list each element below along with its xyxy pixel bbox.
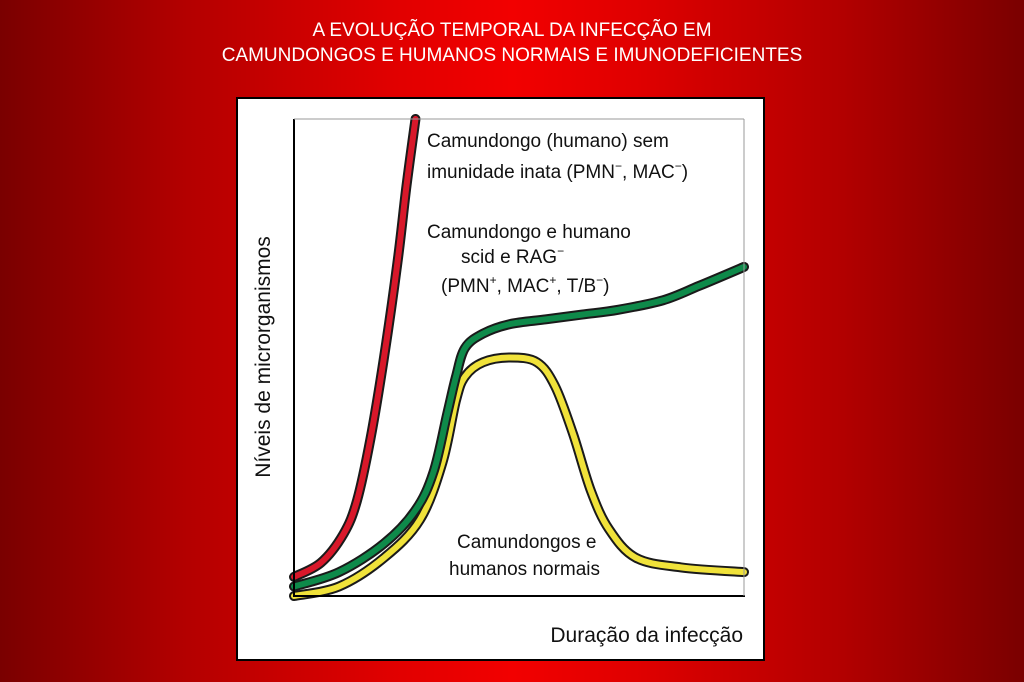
series-label-innate-deficient: Camundongo (humano) sem imunidade inata … bbox=[427, 131, 688, 183]
series-3-label-line-2: humanos normais bbox=[449, 559, 600, 580]
y-axis-label: Níveis de microrganismos bbox=[252, 236, 275, 478]
slide-title-line-1: A EVOLUÇÃO TEMPORAL DA INFECÇÃO EM bbox=[312, 20, 712, 41]
series-2-label-sup-4: − bbox=[596, 273, 603, 287]
infection-time-course-chart: Níveis de microrganismos Duração da infe… bbox=[252, 114, 749, 647]
series-2-label-part-5: ) bbox=[603, 276, 609, 297]
curve-normal-line bbox=[291, 354, 747, 599]
series-1-label-sup-1: − bbox=[615, 159, 622, 173]
series-label-scid-rag: Camundongo e humano scid e RAG− (PMN+, M… bbox=[427, 222, 631, 297]
series-label-normal: Camundongos e humanos normais bbox=[449, 532, 600, 580]
series-1-label-sup-2: − bbox=[675, 159, 682, 173]
slide-title-line-2: CAMUNDONGOS E HUMANOS NORMAIS E IMUNODEF… bbox=[221, 45, 803, 66]
series-1-label-line-2: imunidade inata (PMN−, MAC−) bbox=[427, 159, 688, 183]
curve-normal bbox=[289, 352, 749, 601]
slide-title: A EVOLUÇÃO TEMPORAL DA INFECÇÃO EM CAMUN… bbox=[0, 18, 1024, 68]
series-2-label-sup-2: + bbox=[490, 273, 497, 287]
series-1-label-part-3: ) bbox=[682, 162, 688, 183]
series-1-label-line-1: Camundongo (humano) sem bbox=[427, 131, 669, 152]
series-2-label-line-1: Camundongo e humano bbox=[427, 222, 631, 243]
series-2-label-line-2: scid e RAG− bbox=[461, 244, 564, 268]
curve-innate-deficient-line bbox=[291, 116, 419, 580]
series-3-label-line-1: Camundongos e bbox=[457, 532, 596, 553]
curve-scid-rag bbox=[289, 261, 749, 592]
series-2-label-sup-3: + bbox=[549, 273, 556, 287]
series-2-label-part-4: , T/B bbox=[556, 276, 596, 297]
series-2-label-sup-1: − bbox=[557, 244, 564, 258]
figure-panel: Níveis de microrganismos Duração da infe… bbox=[236, 97, 765, 661]
curve-scid-rag-line bbox=[291, 263, 747, 590]
series-1-label-part-2: , MAC bbox=[622, 162, 675, 183]
curve-innate-deficient bbox=[289, 114, 421, 582]
series-2-label-line-3: (PMN+, MAC+, T/B−) bbox=[441, 273, 610, 297]
series-2-label-part-2: (PMN bbox=[441, 276, 490, 297]
curve-layer bbox=[289, 114, 749, 601]
series-2-label-part-1: scid e RAG bbox=[461, 247, 557, 268]
series-1-label-part-1: imunidade inata (PMN bbox=[427, 162, 615, 183]
series-2-label-part-3: , MAC bbox=[497, 276, 550, 297]
x-axis-label: Duração da infecção bbox=[550, 624, 743, 647]
